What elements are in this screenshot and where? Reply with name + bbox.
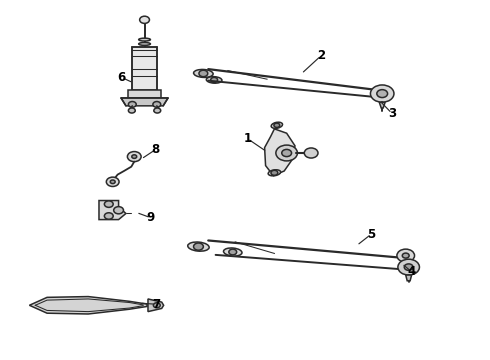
Circle shape — [304, 148, 318, 158]
Circle shape — [153, 102, 161, 107]
Circle shape — [199, 70, 208, 77]
Ellipse shape — [223, 248, 242, 256]
Circle shape — [282, 149, 292, 157]
Circle shape — [274, 123, 280, 127]
Polygon shape — [128, 90, 161, 98]
Polygon shape — [265, 129, 295, 176]
Circle shape — [370, 85, 394, 102]
Circle shape — [127, 152, 141, 162]
Polygon shape — [132, 47, 157, 90]
Circle shape — [276, 145, 297, 161]
Circle shape — [398, 259, 419, 275]
Text: 6: 6 — [118, 71, 125, 84]
Polygon shape — [121, 98, 168, 106]
Circle shape — [104, 201, 113, 207]
Polygon shape — [148, 299, 164, 312]
Polygon shape — [29, 297, 147, 314]
Text: 1: 1 — [244, 132, 251, 145]
Text: 2: 2 — [317, 49, 325, 62]
Text: 5: 5 — [368, 228, 375, 240]
Ellipse shape — [139, 42, 150, 45]
Ellipse shape — [194, 69, 213, 77]
Circle shape — [104, 213, 113, 219]
Ellipse shape — [271, 122, 283, 129]
Circle shape — [153, 303, 160, 308]
Circle shape — [404, 264, 413, 270]
Circle shape — [132, 155, 137, 158]
Circle shape — [211, 77, 218, 82]
Circle shape — [397, 249, 415, 262]
Circle shape — [229, 249, 237, 255]
Circle shape — [128, 108, 135, 113]
Text: 7: 7 — [152, 298, 160, 311]
Polygon shape — [406, 275, 412, 281]
Circle shape — [194, 243, 203, 250]
Circle shape — [140, 16, 149, 23]
Ellipse shape — [139, 38, 150, 41]
Ellipse shape — [268, 170, 281, 176]
Text: 8: 8 — [152, 143, 160, 156]
Ellipse shape — [188, 242, 209, 251]
Circle shape — [154, 108, 161, 113]
Circle shape — [402, 253, 409, 258]
Circle shape — [110, 180, 115, 184]
Circle shape — [106, 177, 119, 186]
Circle shape — [271, 170, 278, 175]
Text: 4: 4 — [408, 265, 416, 278]
Circle shape — [114, 207, 123, 214]
Polygon shape — [379, 102, 385, 108]
Circle shape — [128, 102, 136, 107]
Polygon shape — [99, 201, 126, 220]
Text: 3: 3 — [388, 107, 396, 120]
Text: 9: 9 — [147, 211, 155, 224]
Ellipse shape — [206, 77, 222, 83]
Circle shape — [377, 90, 388, 98]
